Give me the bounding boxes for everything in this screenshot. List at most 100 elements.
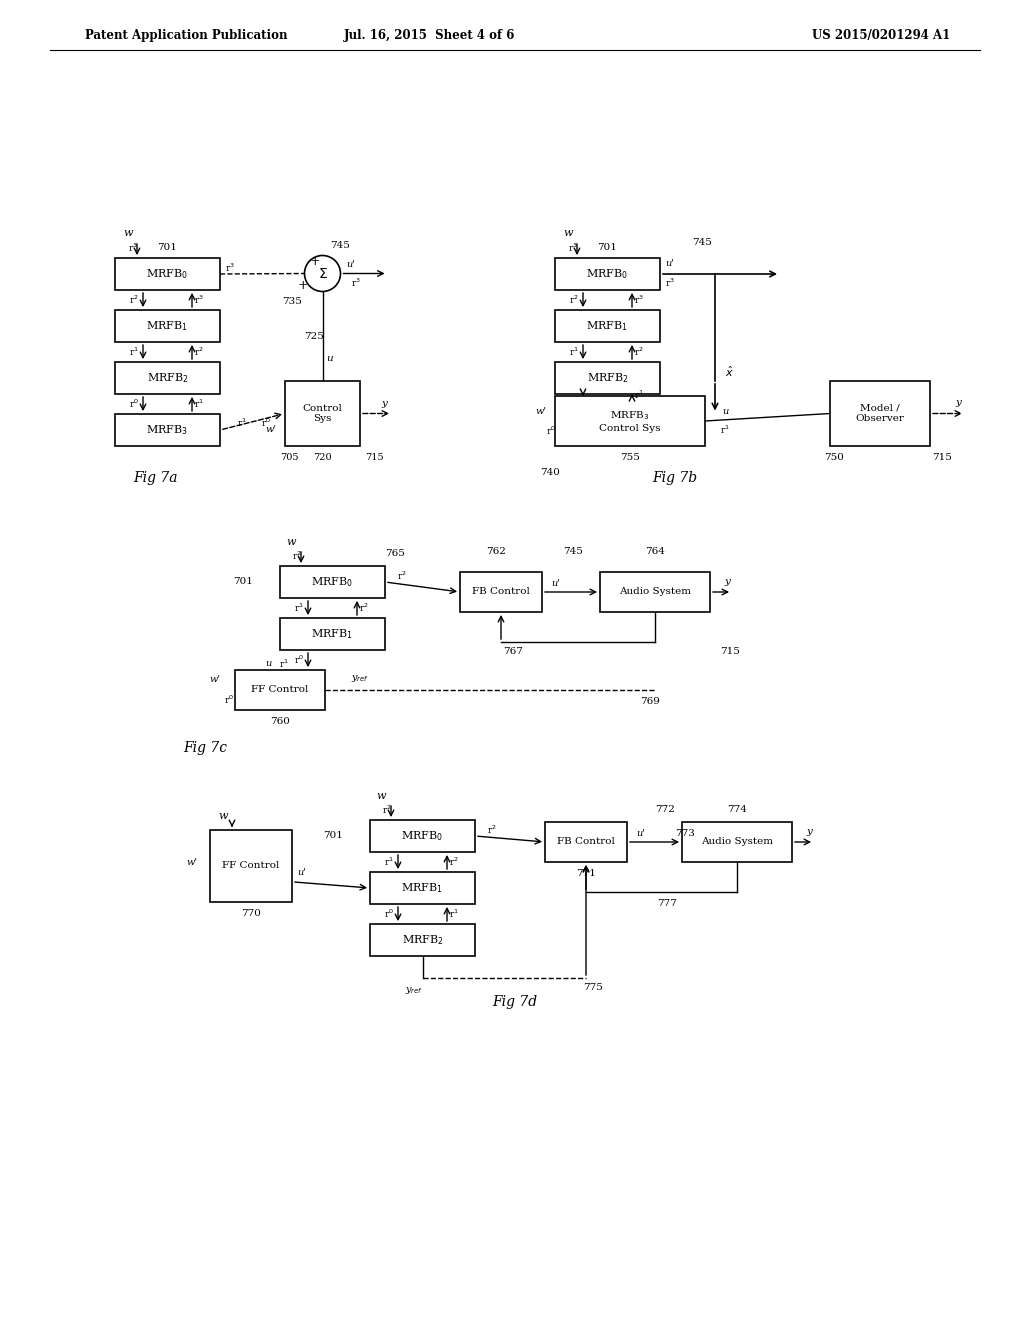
Text: r$^1$: r$^1$ bbox=[450, 908, 459, 920]
Text: MRFB$_0$: MRFB$_0$ bbox=[146, 267, 188, 281]
Text: FB Control: FB Control bbox=[557, 837, 615, 846]
Text: Fig 7d: Fig 7d bbox=[493, 995, 538, 1008]
Text: MRFB$_2$: MRFB$_2$ bbox=[401, 933, 443, 946]
Text: 755: 755 bbox=[621, 454, 640, 462]
FancyBboxPatch shape bbox=[115, 257, 220, 290]
Text: +: + bbox=[309, 255, 319, 268]
Text: r$^0$: r$^0$ bbox=[261, 417, 271, 429]
Text: r$^2$: r$^2$ bbox=[292, 550, 302, 562]
Text: MRFB$_0$: MRFB$_0$ bbox=[587, 267, 629, 281]
FancyBboxPatch shape bbox=[280, 566, 385, 598]
Text: Model /
Observer: Model / Observer bbox=[856, 404, 904, 424]
Text: FF Control: FF Control bbox=[222, 862, 280, 870]
Text: MRFB$_2$: MRFB$_2$ bbox=[146, 371, 188, 385]
Text: 720: 720 bbox=[313, 454, 332, 462]
Text: u: u bbox=[327, 355, 333, 363]
Text: 772: 772 bbox=[655, 805, 675, 814]
Text: u': u' bbox=[666, 260, 675, 268]
Text: r$^0$: r$^0$ bbox=[294, 653, 304, 667]
Text: MRFB$_1$: MRFB$_1$ bbox=[587, 319, 629, 333]
Text: Fig 7a: Fig 7a bbox=[133, 471, 177, 484]
Text: r$^3$: r$^3$ bbox=[665, 277, 675, 289]
FancyBboxPatch shape bbox=[115, 414, 220, 446]
Text: 701: 701 bbox=[233, 578, 253, 586]
FancyBboxPatch shape bbox=[115, 362, 220, 393]
Text: r$^0$: r$^0$ bbox=[384, 908, 394, 920]
Text: +: + bbox=[297, 279, 308, 292]
Text: w': w' bbox=[210, 676, 220, 685]
Text: $\Sigma$: $\Sigma$ bbox=[317, 267, 328, 281]
FancyBboxPatch shape bbox=[600, 572, 710, 612]
Text: r$^3$: r$^3$ bbox=[128, 242, 138, 255]
Text: r$^3$: r$^3$ bbox=[350, 276, 360, 289]
Text: u: u bbox=[265, 660, 271, 668]
FancyBboxPatch shape bbox=[555, 257, 660, 290]
Text: r$^2$: r$^2$ bbox=[487, 824, 497, 836]
Text: Patent Application Publication: Patent Application Publication bbox=[85, 29, 288, 41]
Text: FF Control: FF Control bbox=[251, 685, 308, 694]
Text: 762: 762 bbox=[486, 548, 506, 557]
Text: $\hat{x}$: $\hat{x}$ bbox=[725, 364, 733, 379]
Text: 715: 715 bbox=[720, 647, 740, 656]
Text: r$^1$: r$^1$ bbox=[237, 417, 247, 429]
FancyBboxPatch shape bbox=[460, 572, 542, 612]
Text: 715: 715 bbox=[365, 454, 383, 462]
Text: u': u' bbox=[346, 260, 355, 269]
Text: 765: 765 bbox=[385, 549, 404, 558]
Text: y: y bbox=[955, 399, 961, 407]
Text: Fig 7b: Fig 7b bbox=[652, 471, 697, 484]
Text: r$^1$: r$^1$ bbox=[384, 855, 394, 869]
Text: y$_{ref}$: y$_{ref}$ bbox=[351, 673, 369, 685]
Text: r$^0$: r$^0$ bbox=[546, 425, 556, 437]
Text: r$^1$: r$^1$ bbox=[129, 346, 139, 358]
FancyBboxPatch shape bbox=[682, 822, 792, 862]
Text: w: w bbox=[376, 791, 386, 801]
Text: u': u' bbox=[637, 829, 645, 837]
Text: 701: 701 bbox=[158, 243, 177, 252]
Text: 760: 760 bbox=[270, 718, 290, 726]
Text: 701: 701 bbox=[598, 243, 617, 252]
Text: u: u bbox=[722, 408, 728, 417]
Text: 771: 771 bbox=[577, 870, 596, 879]
FancyBboxPatch shape bbox=[370, 820, 475, 851]
Text: r$^1$: r$^1$ bbox=[280, 657, 289, 671]
Text: Jul. 16, 2015  Sheet 4 of 6: Jul. 16, 2015 Sheet 4 of 6 bbox=[344, 29, 516, 41]
Text: r$^1$: r$^1$ bbox=[569, 346, 579, 358]
Text: 769: 769 bbox=[640, 697, 659, 706]
Text: r$^2$: r$^2$ bbox=[397, 570, 407, 582]
Text: r$^1$: r$^1$ bbox=[720, 424, 730, 436]
Text: r$^0$: r$^0$ bbox=[224, 694, 234, 706]
Text: 767: 767 bbox=[503, 647, 523, 656]
Text: 745: 745 bbox=[692, 239, 712, 247]
Text: y: y bbox=[806, 826, 812, 836]
FancyBboxPatch shape bbox=[555, 396, 705, 446]
Text: 773: 773 bbox=[675, 829, 695, 837]
Text: r$^1$: r$^1$ bbox=[294, 602, 304, 614]
Text: Audio System: Audio System bbox=[701, 837, 773, 846]
Text: 705: 705 bbox=[280, 454, 298, 462]
Text: y$_{ref}$: y$_{ref}$ bbox=[406, 985, 424, 995]
Text: y: y bbox=[724, 577, 730, 586]
Text: MRFB$_1$: MRFB$_1$ bbox=[311, 627, 353, 642]
Text: r$^2$: r$^2$ bbox=[450, 855, 459, 869]
Text: w: w bbox=[563, 228, 572, 238]
FancyBboxPatch shape bbox=[555, 310, 660, 342]
Text: 735: 735 bbox=[283, 297, 302, 306]
Text: w: w bbox=[287, 537, 296, 546]
Text: MRFB$_2$: MRFB$_2$ bbox=[587, 371, 629, 385]
Text: 774: 774 bbox=[727, 805, 746, 814]
Text: Fig 7c: Fig 7c bbox=[183, 741, 227, 755]
Text: r$^2$: r$^2$ bbox=[129, 294, 139, 306]
FancyBboxPatch shape bbox=[830, 381, 930, 446]
FancyBboxPatch shape bbox=[285, 381, 360, 446]
Text: r$^3$: r$^3$ bbox=[568, 242, 578, 255]
Text: 750: 750 bbox=[824, 454, 844, 462]
Text: MRFB$_3$
Control Sys: MRFB$_3$ Control Sys bbox=[599, 409, 660, 433]
Text: r$^3$: r$^3$ bbox=[634, 294, 644, 306]
FancyBboxPatch shape bbox=[210, 830, 292, 902]
Text: r$^0$: r$^0$ bbox=[129, 397, 139, 411]
Text: 740: 740 bbox=[540, 469, 560, 478]
Text: r$^2$: r$^2$ bbox=[359, 602, 369, 614]
Text: MRFB$_1$: MRFB$_1$ bbox=[146, 319, 188, 333]
Text: r$^2$: r$^2$ bbox=[569, 294, 579, 306]
